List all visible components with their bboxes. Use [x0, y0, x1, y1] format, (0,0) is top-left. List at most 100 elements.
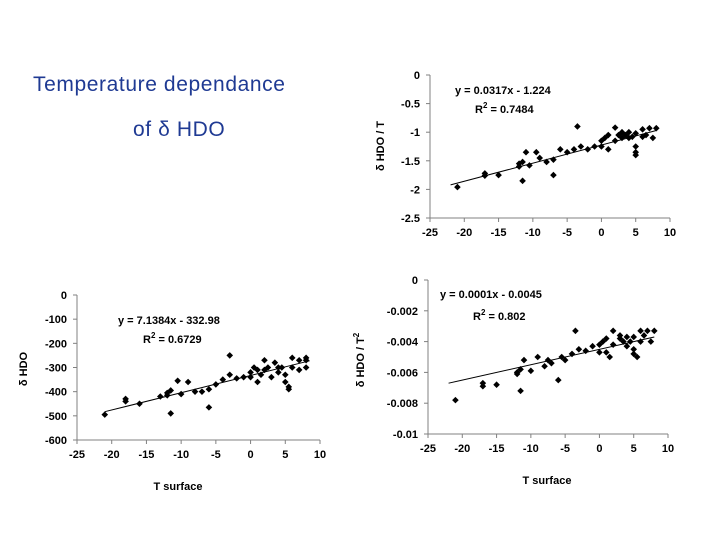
data-point [198, 388, 206, 395]
r-squared-value: = 0.802 [485, 311, 525, 323]
data-point [174, 377, 181, 385]
data-point [652, 124, 660, 132]
y-tick-label: -2 [410, 184, 420, 196]
r-squared-label: R2 = 0.7484 [475, 101, 534, 116]
data-point [640, 332, 648, 339]
data-point [637, 327, 644, 335]
data-point [264, 364, 272, 371]
plot-area: 0 -0.5 -1 -1.5 -2 -2.5-25 -20 -15 -10 -5 0 5 10 [401, 70, 676, 239]
data-point [649, 134, 657, 142]
tick-group: 0 -100 -200 -300 -400 -500 -600-25 -20 -15 -10 -5 0… [45, 290, 326, 461]
data-point [454, 183, 461, 191]
data-point [268, 373, 275, 381]
y-tick-label: 0 [414, 70, 420, 82]
data-point [513, 370, 521, 378]
data-point [604, 131, 612, 139]
y-tick-label: 0 [61, 290, 67, 302]
data-point [602, 349, 610, 356]
data-point [517, 387, 524, 395]
r-squared-symbol: R [143, 334, 151, 346]
data-point [479, 382, 487, 390]
trendline [448, 336, 655, 384]
x-tick-label: 0 [248, 449, 254, 461]
x-tick-label: -5 [211, 449, 221, 461]
data-point [630, 346, 638, 353]
y-tick-label: -1.5 [401, 156, 420, 168]
y-tick-label: 0 [412, 275, 418, 287]
data-point [601, 134, 609, 142]
data-point [233, 375, 240, 382]
y-axis-label-text: δ HDO / T [355, 337, 367, 387]
data-point [247, 373, 254, 381]
data-point [247, 369, 254, 376]
x-tick-label: 0 [598, 227, 604, 239]
data-point [647, 338, 655, 345]
x-tick-label: -10 [525, 227, 541, 239]
x-tick-label: -15 [138, 449, 154, 461]
data-point [575, 346, 583, 353]
data-point [285, 385, 293, 393]
x-tick-label: -10 [523, 443, 539, 455]
y-tick-label: -200 [45, 338, 67, 350]
x-tick-label: 5 [282, 449, 288, 461]
x-tick-label: 5 [633, 227, 639, 239]
data-point [532, 148, 540, 156]
data-point [563, 148, 571, 156]
data-point [205, 385, 213, 393]
data-point [632, 151, 640, 159]
x-tick-label: -15 [489, 443, 505, 455]
x-tick-label: -15 [491, 227, 507, 239]
r-squared-exponent: 2 [151, 331, 156, 340]
x-tick-label: -10 [173, 449, 189, 461]
data-point [226, 371, 234, 379]
plot-area: 0 -0.002 -0.004 -0.006 -0.008 -0.01-25 -20 -15 -… [387, 275, 674, 455]
x-tick-label: -5 [560, 443, 570, 455]
x-tick-label: 5 [631, 443, 637, 455]
data-point [632, 130, 640, 137]
regression-equation: y = 0.0001x - 0.0045 [440, 289, 542, 301]
data-point [205, 404, 213, 411]
data-point [589, 342, 596, 350]
data-point [519, 177, 526, 185]
data-point [644, 327, 651, 335]
data-point [541, 362, 548, 370]
data-point [650, 327, 658, 335]
data-point [226, 352, 234, 359]
r-squared-label: R2 = 0.6729 [143, 331, 202, 346]
data-point [515, 160, 523, 167]
y-tick-label: -600 [45, 435, 67, 447]
y-axis-label: δ HDO / T [375, 121, 387, 171]
y-axis-label: δ HDO / T2 [352, 332, 367, 387]
data-point [519, 158, 526, 166]
data-point [219, 376, 227, 383]
data-point [288, 354, 296, 362]
data-point [596, 349, 603, 356]
y-tick-label: -1 [410, 127, 420, 139]
y-tick-label: -0.002 [387, 306, 418, 318]
data-point [609, 327, 617, 335]
chart-bottom-right: 0 -0.002 -0.004 -0.006 -0.008 -0.01-25 -20 -15 -… [352, 275, 674, 487]
data-point [534, 353, 542, 361]
x-tick-label: -25 [420, 443, 436, 455]
data-point [639, 126, 646, 133]
y-tick-label: -100 [45, 314, 67, 326]
x-tick-label: 0 [596, 443, 602, 455]
data-point [574, 123, 581, 130]
r-squared-symbol: R [473, 311, 481, 323]
data-point [536, 154, 544, 162]
x-axis-label: T surface [154, 481, 203, 493]
r-squared-value: = 0.6729 [155, 334, 201, 346]
y-tick-label: -400 [45, 387, 67, 399]
data-point [630, 333, 638, 341]
slide-title-line1: Temperature dependance [33, 73, 286, 96]
data-point [623, 333, 631, 341]
data-point [625, 128, 633, 136]
tick-group: 0 -0.5 -1 -1.5 -2 -2.5-25 -20 -15 -10 -5 0 5 10 [401, 70, 676, 239]
data-point [556, 146, 564, 153]
data-point [495, 171, 502, 179]
data-point [548, 359, 555, 367]
data-point [520, 356, 528, 364]
data-point [632, 143, 640, 150]
chart-bottom-left: 0 -100 -200 -300 -400 -500 -600-25 -20 -15 -10 -5 0… [18, 290, 326, 493]
r-squared-exponent: 2 [481, 308, 486, 317]
